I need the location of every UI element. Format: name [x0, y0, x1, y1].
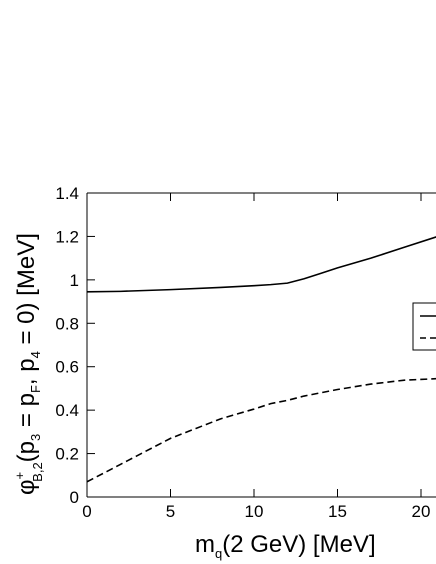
y-tick-label: 0.4	[55, 401, 79, 420]
x-tick-label: 5	[166, 502, 175, 521]
y-axis-label: φ+ B,2(p3 = pF, p4 = 0) [MeV]	[12, 233, 45, 495]
y-tick-label: 1	[70, 271, 79, 290]
y-tick-label: 0.8	[55, 314, 79, 333]
y-tick-label: 0	[70, 488, 79, 507]
x-tick-label: 0	[82, 502, 91, 521]
y-tick-label: 1.2	[55, 227, 79, 246]
x-axis-label: mq(2 GeV) [MeV]	[195, 531, 376, 561]
series-line	[87, 377, 436, 483]
y-tick-label: 0.6	[55, 358, 79, 377]
y-tick-label: 1.4	[55, 184, 79, 203]
series-line	[87, 236, 436, 293]
x-tick-label: 10	[245, 502, 264, 521]
x-tick-label: 15	[328, 502, 347, 521]
y-tick-label: 0.2	[55, 445, 79, 464]
x-tick-label: 20	[412, 502, 431, 521]
legend-box	[412, 302, 436, 351]
